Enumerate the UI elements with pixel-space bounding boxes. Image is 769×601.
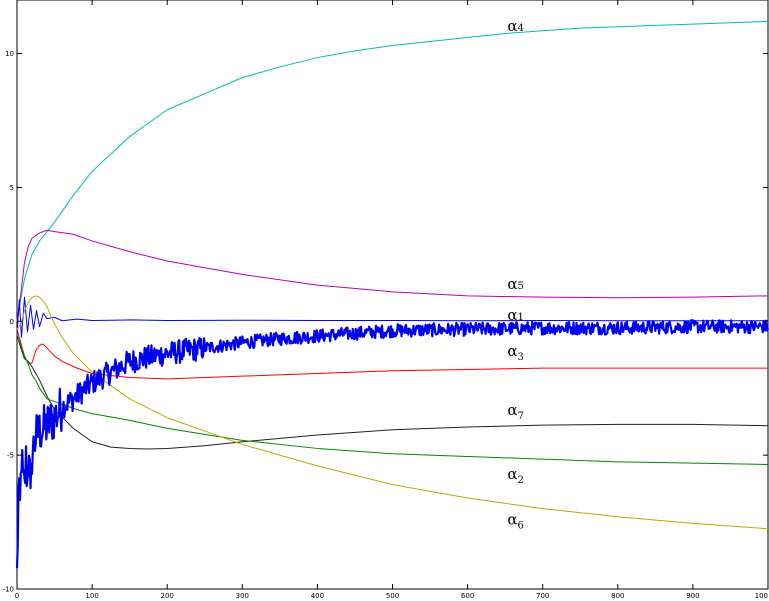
series-line-est <box>15 318 769 569</box>
y-axis: -10 -5 0 5 10 <box>3 50 768 594</box>
series-line-a5 <box>16 229 769 322</box>
series-layer <box>15 20 769 569</box>
series-line-a7 <box>16 334 769 450</box>
x-tick-label: 200 <box>161 592 174 600</box>
series-line-a3 <box>16 329 768 380</box>
x-axis: 0 100 200 300 400 500 600 700 800 900 100 <box>15 0 769 600</box>
x-tick-label: 900 <box>686 592 699 600</box>
series-line-a2 <box>16 334 769 466</box>
series-label-a5: α5 <box>507 275 524 293</box>
x-tick-label: 0 <box>15 592 19 600</box>
y-tick-label: 5 <box>10 184 14 192</box>
y-tick-label: 0 <box>10 318 14 326</box>
x-tick-label: 700 <box>536 592 549 600</box>
x-tick-label: 500 <box>386 592 399 600</box>
x-tick-label: 100 <box>85 592 98 600</box>
series-line-a4 <box>16 20 769 322</box>
y-tick-label: -5 <box>7 452 14 460</box>
plot-frame <box>16 0 769 590</box>
series-line-a6 <box>16 295 769 530</box>
series-label-a7: α7 <box>507 401 524 422</box>
x-tick-label: 300 <box>236 592 249 600</box>
x-tick-label: 400 <box>311 592 324 600</box>
series-line-a1 <box>16 296 768 338</box>
series-labels: α4 α5 α1 α3 α7 α2 α6 <box>507 17 524 532</box>
series-label-a4: α4 <box>507 17 524 35</box>
x-tick-label: 600 <box>461 592 474 600</box>
x-tick-label: 800 <box>611 592 624 600</box>
series-label-a6: α6 <box>507 511 524 532</box>
y-tick-label: 10 <box>5 50 14 58</box>
x-tick-label: 100 <box>755 592 768 600</box>
series-label-a3: α3 <box>507 342 524 363</box>
series-label-a1: α1 <box>507 306 524 324</box>
series-label-a2: α2 <box>507 465 524 486</box>
y-tick-label: -10 <box>3 586 14 594</box>
